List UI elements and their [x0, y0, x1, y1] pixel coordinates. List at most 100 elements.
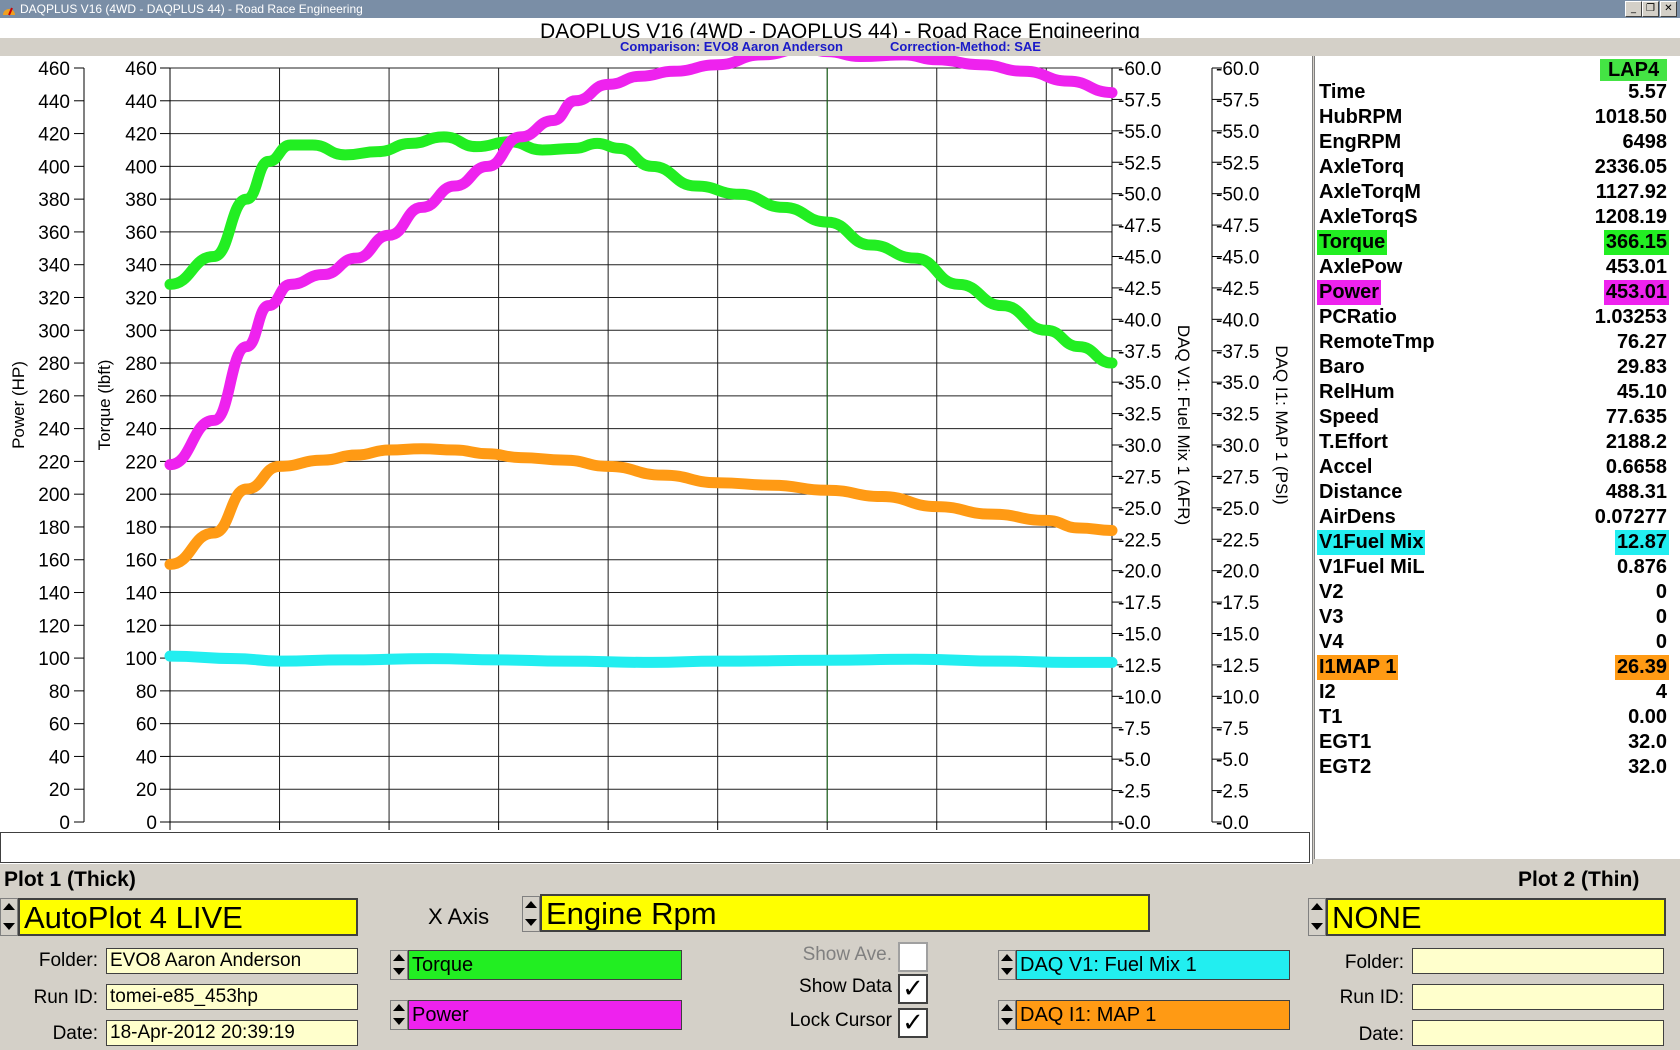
value-row-value: 76.27	[1616, 331, 1667, 353]
chart-status-bar	[0, 832, 1310, 863]
torque-axis-tick-label: 380	[125, 190, 157, 211]
fuel-axis-tick-label: -7.5	[1118, 719, 1151, 740]
value-row: Speed 77.635	[1315, 405, 1669, 430]
torque-axis-tick-label: 40	[136, 747, 157, 768]
torque-channel-select[interactable]: Torque	[408, 950, 682, 980]
power-axis-tick-label: 400	[38, 157, 70, 178]
power-axis-tick-label: 320	[38, 288, 70, 309]
power-channel-spinner[interactable]	[390, 1000, 408, 1030]
torque-axis-tick-label: 400	[125, 157, 157, 178]
show-data-checkbox[interactable]: ✓	[898, 974, 928, 1004]
plot2-select[interactable]: NONE	[1326, 898, 1666, 936]
map-axis-tick-label: -25.0	[1216, 499, 1259, 520]
torque-channel-spinner[interactable]	[390, 950, 408, 980]
torque-axis-tick-label: 320	[125, 288, 157, 309]
plot2-folder-label: Folder:	[1344, 952, 1404, 973]
torque-axis-tick-label: 260	[125, 387, 157, 408]
plot1-run-id-field[interactable]: tomei-e85_453hp	[106, 984, 358, 1010]
value-row-value: 0	[1655, 631, 1667, 653]
value-row: V2 0	[1315, 580, 1669, 605]
torque-axis-tick-label: 280	[125, 354, 157, 375]
plot1-folder-field[interactable]: EVO8 Aaron Anderson	[106, 948, 358, 974]
show-ave-checkbox[interactable]	[898, 942, 928, 972]
value-row-label: Power	[1317, 280, 1382, 305]
value-row-label: RemoteTmp	[1319, 331, 1435, 353]
fuel-axis-tick-label: -20.0	[1118, 562, 1161, 583]
lock-cursor-checkbox[interactable]: ✓	[898, 1008, 928, 1038]
fuel-axis-tick-label: -32.5	[1118, 405, 1161, 426]
value-row-value: 366.15	[1603, 230, 1669, 255]
value-row-value: 1127.92	[1595, 181, 1667, 203]
map-axis-tick-label: -50.0	[1216, 185, 1259, 206]
torque-axis-tick-label: 80	[136, 682, 157, 703]
map-axis-tick-label: -35.0	[1216, 373, 1259, 394]
fuel-axis-tick-label: -30.0	[1118, 436, 1161, 457]
plot1-select[interactable]: AutoPlot 4 LIVE	[18, 898, 358, 936]
value-row-label: V1Fuel MiL	[1319, 556, 1425, 578]
x-axis-select[interactable]: Engine Rpm	[540, 894, 1150, 932]
torque-axis-tick-label: 20	[136, 780, 157, 801]
value-row-value: 2336.05	[1594, 156, 1667, 178]
map-axis-tick-label: -0.0	[1216, 813, 1249, 834]
value-row-value: 1208.19	[1594, 206, 1667, 228]
value-row-label: Torque	[1317, 230, 1388, 255]
map-channel-select[interactable]: DAQ I1: MAP 1	[1016, 1000, 1290, 1030]
value-row-value: 29.83	[1616, 356, 1667, 378]
map-channel-spinner[interactable]	[998, 1000, 1016, 1030]
x-axis-spinner[interactable]	[522, 896, 540, 932]
value-row: AxleTorqS 1208.19	[1315, 205, 1669, 230]
torque-axis-tick-label: 180	[125, 518, 157, 539]
value-row-label: Accel	[1319, 456, 1373, 478]
minimize-button[interactable]: _	[1625, 1, 1642, 17]
value-row: Baro 29.83	[1315, 355, 1669, 380]
power-axis-tick-label: 440	[38, 92, 70, 113]
fuel-axis-tick-label: -15.0	[1118, 625, 1161, 646]
dyno-chart[interactable]: 460 460 440 440 420 420 400 400 380 380 360 360 340 3…	[0, 56, 1313, 864]
value-row-label: V3	[1319, 606, 1344, 628]
value-row-value: 26.39	[1614, 655, 1669, 680]
map-axis-tick-label: -52.5	[1216, 153, 1259, 174]
value-row-label: AxlePow	[1319, 256, 1403, 278]
fuel-axis-tick-label: -57.5	[1118, 90, 1161, 111]
value-row-value: 5.57	[1628, 81, 1667, 103]
fuel-axis-tick-label: -17.5	[1118, 593, 1161, 614]
torque-axis-tick-label: 160	[125, 551, 157, 572]
map-axis-tick-label: -5.0	[1216, 750, 1249, 771]
restore-button[interactable]: ❐	[1642, 1, 1659, 17]
fuel-channel-select[interactable]: DAQ V1: Fuel Mix 1	[1016, 950, 1290, 980]
power-channel-select[interactable]: Power	[408, 1000, 682, 1030]
plot2-run-id-field[interactable]	[1412, 984, 1664, 1010]
value-row-label: T.Effort	[1319, 431, 1388, 453]
fuel-axis-tick-label: -22.5	[1118, 530, 1161, 551]
value-row-value: 0	[1655, 606, 1667, 628]
power-axis-tick-label: 0	[59, 813, 70, 834]
close-button[interactable]: ✕	[1660, 1, 1677, 17]
value-row-value: 77.635	[1605, 406, 1667, 428]
map-axis-tick-label: -60.0	[1216, 59, 1259, 80]
map-axis-tick-label: -12.5	[1216, 656, 1259, 677]
power-axis-tick-label: 180	[38, 518, 70, 539]
plot1-label: Plot 1 (Thick)	[4, 868, 136, 891]
fuel-channel-spinner[interactable]	[998, 950, 1016, 980]
value-row-label: AxleTorqM	[1319, 181, 1421, 203]
value-row-value: 453.01	[1603, 280, 1669, 305]
plot1-date-field[interactable]: 18-Apr-2012 20:39:19	[106, 1020, 358, 1046]
value-row: EngRPM 6498	[1315, 130, 1669, 155]
value-row-value: 0.07277	[1594, 506, 1667, 528]
plot2-spinner[interactable]	[1308, 898, 1326, 936]
value-row: RemoteTmp 76.27	[1315, 330, 1669, 355]
value-row-value: 6498	[1622, 131, 1668, 153]
power-axis-tick-label: 380	[38, 190, 70, 211]
value-row-label: I2	[1319, 681, 1336, 703]
value-row: RelHum 45.10	[1315, 380, 1669, 405]
torque-axis-tick-label: 100	[125, 649, 157, 670]
value-row: I1MAP 1 26.39	[1315, 655, 1669, 680]
value-row-label: RelHum	[1319, 381, 1395, 403]
plot2-folder-field[interactable]	[1412, 948, 1664, 974]
power-axis-tick-label: 340	[38, 256, 70, 277]
window-title-bar[interactable]: DAQPLUS V16 (4WD - DAQPLUS 44) - Road Ra…	[0, 0, 1680, 18]
plot1-spinner[interactable]	[0, 898, 18, 936]
plot2-date-field[interactable]	[1412, 1020, 1664, 1046]
plot1-folder-label: Folder:	[38, 950, 98, 971]
